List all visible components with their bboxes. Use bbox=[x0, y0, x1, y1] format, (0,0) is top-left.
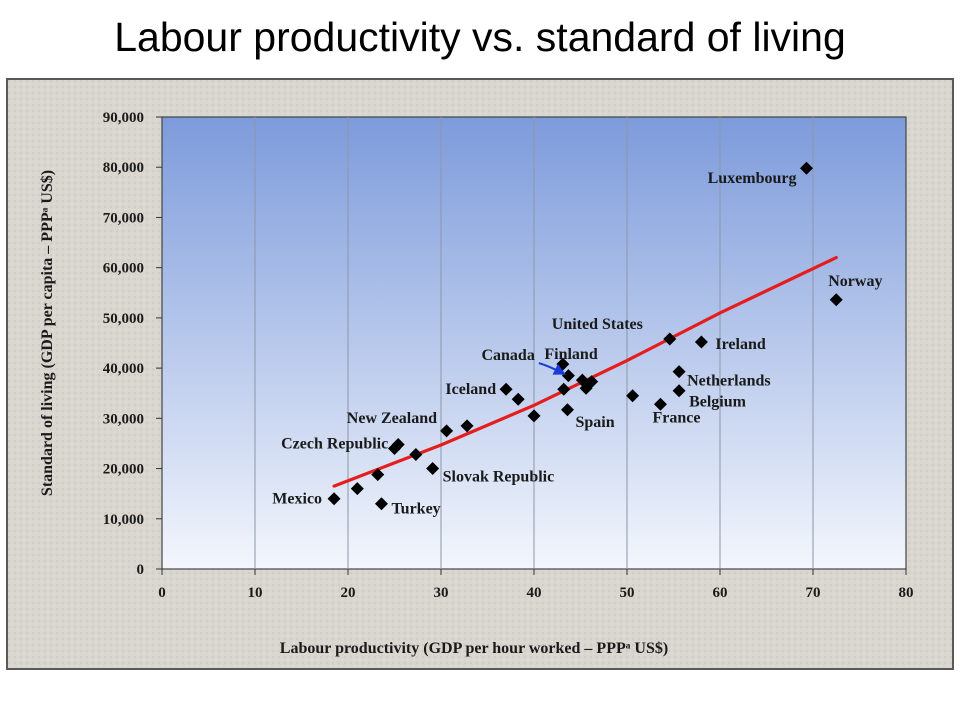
point-label: New Zealand bbox=[347, 410, 437, 427]
y-tick-label: 90,000 bbox=[103, 110, 144, 126]
y-tick-label: 0 bbox=[137, 562, 145, 578]
point-label: Netherlands bbox=[687, 373, 771, 390]
y-tick-label: 80,000 bbox=[103, 160, 144, 176]
y-tick-label: 70,000 bbox=[103, 210, 144, 226]
data-point bbox=[374, 497, 388, 511]
x-tick-label: 60 bbox=[713, 585, 728, 601]
point-label: Slovak Republic bbox=[443, 469, 555, 486]
data-point bbox=[527, 409, 541, 423]
data-point bbox=[653, 397, 667, 411]
point-label: Turkey bbox=[391, 501, 440, 518]
data-point bbox=[350, 482, 364, 496]
data-point bbox=[557, 382, 571, 396]
point-label: Spain bbox=[575, 414, 614, 431]
chart-frame: 0 10 20 30 40 50 60 70 80 0 10,000 20,000 30,000 40,0… bbox=[6, 78, 954, 670]
point-label: France bbox=[652, 409, 700, 426]
point-label: Belgium bbox=[689, 394, 747, 411]
data-point bbox=[672, 384, 686, 398]
x-tick-label: 30 bbox=[434, 585, 449, 601]
data-point bbox=[626, 389, 640, 403]
canada-arrow bbox=[538, 362, 566, 375]
data-point bbox=[585, 375, 599, 389]
point-label: Luxembourg bbox=[708, 170, 797, 187]
slide-title: Labour productivity vs. standard of livi… bbox=[114, 14, 846, 60]
data-point bbox=[426, 462, 440, 476]
point-label: Ireland bbox=[715, 336, 765, 353]
y-tick-label: 60,000 bbox=[103, 261, 144, 277]
point-label: Canada bbox=[481, 347, 534, 364]
data-point bbox=[560, 403, 574, 417]
y-tick-label: 40,000 bbox=[103, 361, 144, 377]
y-tick-label: 50,000 bbox=[103, 311, 144, 327]
point-label: Czech Republic bbox=[281, 435, 388, 452]
data-point bbox=[499, 382, 513, 396]
data-point bbox=[440, 424, 454, 438]
data-point bbox=[371, 468, 385, 482]
data-point bbox=[409, 447, 423, 461]
scatter-chart: 0 10 20 30 40 50 60 70 80 0 10,000 20,000 30,000 40,0… bbox=[8, 80, 952, 668]
point-label: Mexico bbox=[272, 491, 322, 508]
x-axis-label: Labour productivity (GDP per hour worked… bbox=[280, 640, 668, 657]
y-tick-label: 30,000 bbox=[103, 411, 144, 427]
point-label: Iceland bbox=[445, 381, 496, 398]
x-tick-label: 80 bbox=[899, 585, 914, 601]
point-label: Finland bbox=[544, 346, 597, 363]
x-tick-label: 0 bbox=[158, 585, 166, 601]
point-label: Norway bbox=[828, 273, 882, 290]
data-point bbox=[460, 419, 474, 433]
data-point bbox=[799, 161, 813, 175]
data-point bbox=[663, 332, 677, 346]
data-point bbox=[672, 365, 686, 379]
y-tick-label: 10,000 bbox=[103, 512, 144, 528]
x-tick-label: 70 bbox=[806, 585, 821, 601]
y-axis-label: Standard of living (GDP per capita – PPP… bbox=[39, 170, 56, 496]
data-point bbox=[511, 392, 525, 406]
data-point bbox=[829, 293, 843, 307]
x-tick-label: 40 bbox=[527, 585, 542, 601]
x-tick-label: 10 bbox=[248, 585, 263, 601]
y-tick-label: 20,000 bbox=[103, 462, 144, 478]
data-point bbox=[391, 437, 405, 451]
data-point bbox=[694, 335, 708, 349]
point-label: United States bbox=[552, 316, 643, 333]
x-tick-label: 50 bbox=[620, 585, 635, 601]
x-tick-label: 20 bbox=[341, 585, 356, 601]
data-point bbox=[327, 492, 341, 506]
